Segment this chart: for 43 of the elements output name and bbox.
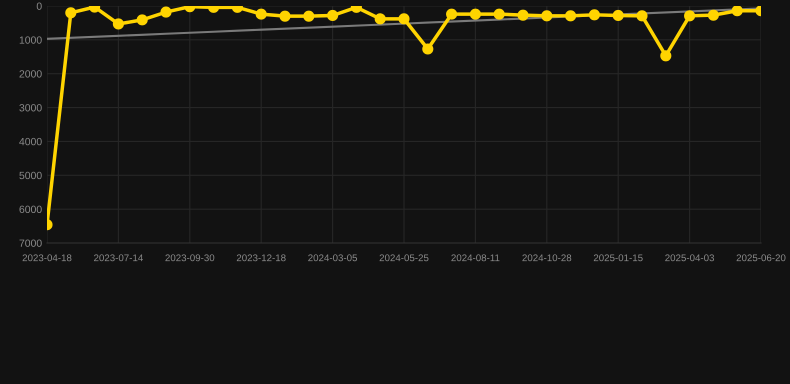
y-tick-label: 3000 xyxy=(19,104,42,112)
x-tick-label: 2023-12-18 xyxy=(236,254,286,262)
x-tick-label: 2025-04-03 xyxy=(665,254,714,262)
x-tick-label: 2024-08-11 xyxy=(451,254,500,262)
point xyxy=(636,10,648,22)
y-tick-label: 0 xyxy=(36,2,42,10)
y-tick-label: 1000 xyxy=(20,36,42,44)
point xyxy=(494,8,505,20)
point xyxy=(541,10,552,22)
point xyxy=(708,10,719,21)
point xyxy=(398,13,410,24)
x-tick-label: 2024-05-25 xyxy=(380,254,428,262)
x-tick-label: 2024-03-05 xyxy=(308,254,358,262)
x-tick-label: 2025-06-20 xyxy=(736,254,786,262)
x-tick-label: 2023-09-30 xyxy=(165,254,214,262)
point xyxy=(446,8,458,20)
y-tick-label: 5000 xyxy=(19,172,42,180)
point xyxy=(470,8,481,20)
x-tick-label: 2023-07-14 xyxy=(94,254,143,262)
x-tick-label: 2025-01-15 xyxy=(594,254,643,262)
point xyxy=(565,10,576,22)
point xyxy=(112,18,124,30)
y-tick-label: 4000 xyxy=(19,138,42,146)
point xyxy=(684,10,696,22)
point xyxy=(374,13,386,24)
x-tick-label: 2024-10-28 xyxy=(522,254,572,262)
point xyxy=(422,43,434,55)
point xyxy=(588,9,600,20)
point xyxy=(660,50,672,62)
x-tick-label: 2023-04-18 xyxy=(22,254,72,262)
point xyxy=(327,10,338,22)
point xyxy=(256,8,267,20)
point xyxy=(517,10,529,21)
point xyxy=(65,7,76,18)
point xyxy=(303,10,314,22)
y-tick-label: 6000 xyxy=(19,206,42,214)
point xyxy=(732,6,743,16)
point xyxy=(136,14,148,26)
y-tick-label: 2000 xyxy=(19,70,42,78)
point xyxy=(160,6,172,18)
point xyxy=(612,10,624,22)
y-tick-label: 7000 xyxy=(20,240,42,247)
point xyxy=(279,10,291,22)
